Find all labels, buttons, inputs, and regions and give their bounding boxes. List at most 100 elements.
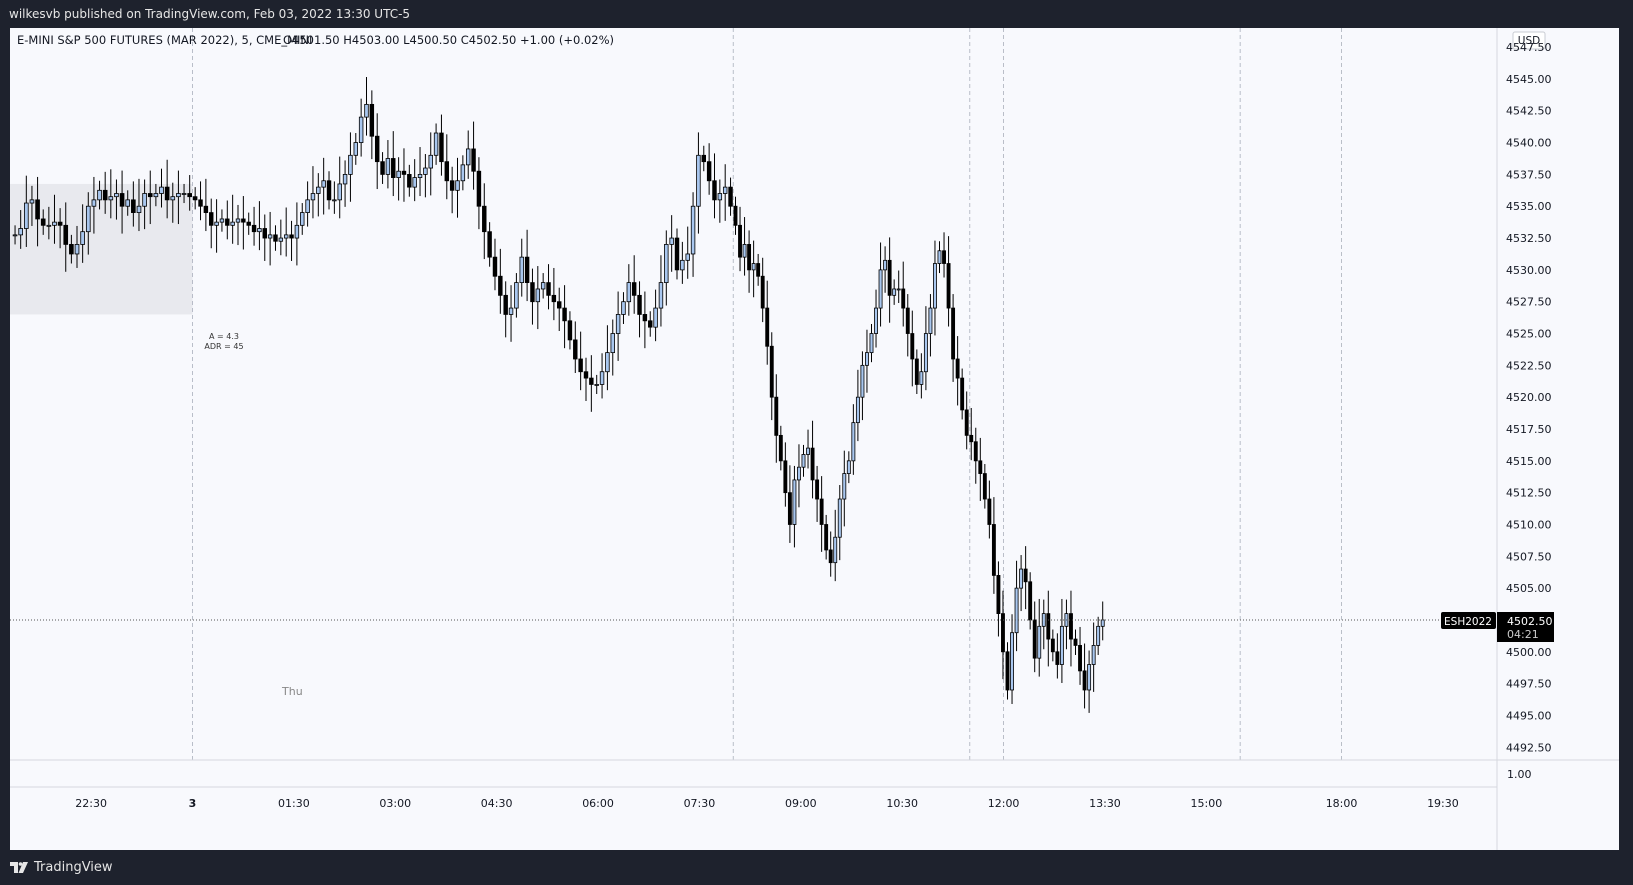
candle xyxy=(1041,599,1046,650)
candle xyxy=(401,148,407,202)
candle xyxy=(964,391,969,450)
candle-body xyxy=(690,205,696,255)
time-axis-tick: 19:30 xyxy=(1427,797,1459,810)
candle xyxy=(1032,601,1037,673)
candle xyxy=(487,222,492,267)
candle xyxy=(626,264,632,316)
candle xyxy=(498,248,503,314)
candle xyxy=(74,225,80,268)
candle xyxy=(937,241,942,274)
candle-body xyxy=(973,441,978,462)
candle-body xyxy=(540,282,546,290)
candle-body xyxy=(969,434,974,443)
candle xyxy=(1082,643,1087,709)
candle xyxy=(1014,560,1019,652)
candle-body xyxy=(471,148,476,172)
candle-body xyxy=(465,148,471,166)
candle xyxy=(878,242,883,327)
candle-body xyxy=(621,301,626,315)
candle-body xyxy=(955,358,960,379)
price-tag-bg xyxy=(1497,612,1554,642)
candle xyxy=(439,114,444,176)
price-axis-tick: 4537.50 xyxy=(1506,168,1552,181)
price-chart[interactable]: E-MINI S&P 500 FUTURES (MAR 2022), 5, CM… xyxy=(10,28,1619,850)
candle xyxy=(91,176,97,234)
candle-body xyxy=(978,460,983,474)
legend-symbol: E-MINI S&P 500 FUTURES (MAR 2022), 5, CM… xyxy=(17,33,312,47)
candle-body xyxy=(1050,638,1055,653)
candle xyxy=(756,253,761,286)
candle xyxy=(842,450,847,527)
candle-body xyxy=(933,263,937,309)
candle xyxy=(969,408,974,461)
candle xyxy=(1005,642,1010,700)
candle-body xyxy=(348,154,353,175)
candle xyxy=(801,444,806,477)
candle xyxy=(674,228,680,280)
candle-body xyxy=(337,183,342,201)
candle xyxy=(1073,629,1078,655)
candle xyxy=(444,134,450,200)
candle xyxy=(951,294,956,382)
candle xyxy=(562,285,567,349)
candle xyxy=(1050,629,1055,662)
candle xyxy=(896,270,901,303)
candle-body xyxy=(519,256,524,284)
candle xyxy=(605,325,610,391)
candle xyxy=(865,329,869,393)
candle-body xyxy=(1096,625,1101,646)
candle-body xyxy=(637,294,642,315)
candle-body xyxy=(760,275,765,309)
candle-body xyxy=(476,170,482,207)
adr-annotation-a: A = 4.3 xyxy=(209,332,239,341)
candle-body xyxy=(214,221,219,226)
candle-body xyxy=(125,199,131,207)
candle xyxy=(783,442,788,507)
candle-body xyxy=(855,396,860,424)
candle-body xyxy=(321,180,326,188)
candle xyxy=(187,175,192,211)
candle xyxy=(176,170,181,225)
candle xyxy=(46,206,52,240)
candle-body xyxy=(896,288,901,291)
price-axis-tick: 4530.00 xyxy=(1506,264,1552,277)
candle-body xyxy=(578,358,583,373)
candle-body xyxy=(235,218,241,223)
price-axis-tick: 4495.00 xyxy=(1506,709,1552,722)
candle-body xyxy=(664,244,669,284)
candle-body xyxy=(928,307,933,334)
candle-body xyxy=(701,154,706,163)
candle-body xyxy=(353,142,359,156)
candle xyxy=(230,194,235,244)
candle xyxy=(278,219,284,256)
tradingview-brand[interactable]: TradingView xyxy=(10,860,113,875)
candle-body xyxy=(380,161,385,175)
candle xyxy=(810,420,815,499)
candle-body xyxy=(1010,632,1014,691)
candle xyxy=(407,164,412,197)
candle-body xyxy=(412,177,417,188)
candle-body xyxy=(696,154,701,207)
candle-body xyxy=(557,301,562,309)
candle-body xyxy=(278,237,284,242)
candle xyxy=(706,143,712,195)
candle-body xyxy=(530,282,535,303)
candle-body xyxy=(203,205,209,213)
candle xyxy=(955,336,960,406)
footer: TradingView xyxy=(0,850,1633,885)
candle xyxy=(892,279,897,305)
price-axis-tick: 4507.50 xyxy=(1506,550,1552,563)
time-axis-tick: 15:00 xyxy=(1191,797,1223,810)
candle-body xyxy=(914,358,919,385)
candle-body xyxy=(364,103,369,118)
candle-body xyxy=(797,466,801,481)
candle xyxy=(326,171,332,210)
candle-body xyxy=(192,196,198,201)
candle xyxy=(482,183,487,260)
candle-body xyxy=(960,377,965,411)
candle-body xyxy=(114,193,119,198)
candle xyxy=(837,485,842,561)
candle-body xyxy=(562,307,567,322)
candle-body xyxy=(102,189,108,201)
currency-badge[interactable] xyxy=(1512,31,1546,50)
